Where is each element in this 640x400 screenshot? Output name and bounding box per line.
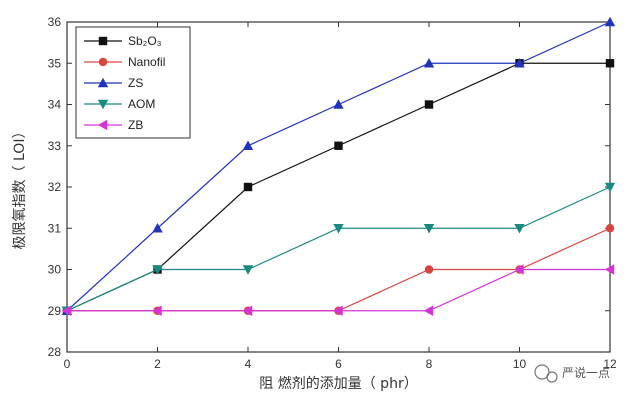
y-tick-label: 31	[48, 221, 62, 235]
data-point	[333, 224, 344, 234]
data-point	[242, 265, 254, 275]
data-point	[333, 99, 344, 109]
series-line	[67, 268, 610, 312]
x-tick-label: 10	[513, 357, 527, 371]
data-point	[424, 100, 434, 109]
legend-label: AOM	[128, 97, 155, 111]
data-point	[423, 305, 434, 316]
x-axis-label: 阻 燃剂的添加量（ phr）	[259, 375, 417, 392]
y-axis-label: 极限氧指数（ LOI）	[12, 125, 28, 250]
legend-marker	[97, 77, 109, 88]
data-point	[514, 264, 524, 275]
legend-marker	[97, 119, 108, 131]
data-point	[152, 223, 163, 233]
x-tick-label: 0	[64, 357, 71, 371]
legend-label: ZS	[128, 76, 143, 90]
series-zb	[61, 264, 615, 316]
x-tick-label: 8	[426, 357, 433, 371]
y-tick-label: 36	[48, 15, 62, 29]
data-point	[514, 224, 525, 234]
data-point	[605, 224, 615, 233]
data-point	[423, 224, 435, 234]
legend-item: Nanofil	[84, 55, 165, 69]
data-point	[604, 264, 615, 275]
wechat-icon	[534, 364, 558, 383]
y-tick-label: 32	[48, 180, 62, 194]
series-layer	[61, 16, 616, 316]
y-tick-label: 28	[48, 345, 62, 359]
y-tick-label: 33	[48, 139, 62, 153]
data-point	[152, 265, 163, 275]
legend-label: ZB	[128, 118, 143, 132]
data-point	[61, 305, 72, 316]
data-point	[604, 182, 616, 193]
legend: Sb₂O₃ Nanofil ZS AOM ZB	[75, 26, 191, 139]
data-point	[333, 305, 343, 316]
legend-label: Nanofil	[128, 55, 165, 69]
data-point	[243, 182, 253, 192]
x-tick-label: 12	[603, 357, 617, 371]
data-point	[424, 265, 434, 274]
watermark-text: 严说一点	[562, 365, 610, 380]
legend-item: AOM	[84, 97, 155, 111]
series-aom	[61, 182, 616, 316]
data-point	[334, 141, 343, 150]
legend-item: ZS	[84, 76, 143, 90]
series-line	[66, 186, 611, 312]
legend-item: Sb₂O₃	[84, 34, 162, 48]
data-point	[152, 305, 162, 316]
y-tick-label: 30	[48, 263, 62, 277]
x-tick-label: 6	[335, 357, 342, 371]
data-point	[242, 305, 253, 316]
legend-marker	[98, 36, 108, 46]
data-point	[604, 16, 616, 27]
data-point	[242, 140, 254, 150]
axes: 0 2 4 6 8 10 12 28 29 30 31 32 33 34 35 36	[48, 15, 617, 371]
legend-marker	[98, 57, 108, 67]
data-point	[514, 58, 525, 68]
x-tick-label: 4	[245, 357, 252, 371]
y-tick-label: 34	[48, 98, 62, 112]
watermark: 严说一点	[534, 364, 610, 383]
y-tick-label: 35	[48, 56, 62, 70]
legend-label: Sb₂O₃	[128, 34, 162, 48]
legend-marker	[97, 99, 109, 110]
data-point	[605, 59, 615, 68]
y-tick-label: 29	[48, 304, 62, 318]
legend-item: ZB	[84, 118, 143, 132]
data-point	[423, 58, 435, 68]
x-tick-label: 2	[154, 357, 161, 371]
